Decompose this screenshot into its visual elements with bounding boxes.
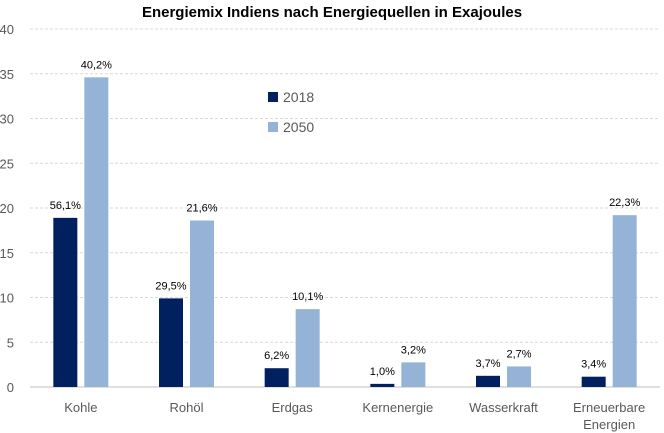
data-label: 3,7% <box>475 358 500 370</box>
x-axis-categories: Kohle Rohöl Erdgas Kernenergie Wasserkraft Er… <box>64 400 645 432</box>
y-tick-label: 40 <box>0 22 14 37</box>
category-label: Kohle <box>64 400 97 415</box>
bar-2050-rohöl <box>190 220 214 387</box>
category-label: Kernenergie <box>362 400 433 415</box>
y-tick-label: 10 <box>0 291 14 306</box>
legend-swatch-2050 <box>268 122 278 132</box>
category-label: Erdgas <box>272 400 314 415</box>
bar-2018-kernenergie <box>370 383 395 387</box>
y-tick-label: 20 <box>0 201 14 216</box>
y-tick-label: 5 <box>7 335 14 350</box>
bar-2018-kohle <box>53 217 78 387</box>
data-label: 56,1% <box>50 200 81 212</box>
y-tick-label: 25 <box>0 156 14 171</box>
data-label: 22,3% <box>609 197 640 209</box>
bar-2018-erneuerbare-energien <box>581 376 606 387</box>
bar-2050-wasserkraft <box>507 366 531 387</box>
category-label: Energien <box>583 417 635 432</box>
y-tick-label: 15 <box>0 246 14 261</box>
data-label: 6,2% <box>264 350 289 362</box>
grid-lines <box>30 28 660 388</box>
bar-2018-erdgas <box>264 368 289 387</box>
bar-2018-rohöl <box>159 298 183 387</box>
bar-2050-kohle <box>84 77 109 387</box>
legend: 2018 2050 <box>268 89 314 135</box>
data-label: 29,5% <box>155 280 186 292</box>
data-label: 2,7% <box>506 348 531 360</box>
legend-swatch-2018 <box>268 92 278 102</box>
y-tick-label: 30 <box>0 112 14 127</box>
category-label: Rohöl <box>170 400 204 415</box>
category-label: Wasserkraft <box>469 400 538 415</box>
data-label: 3,4% <box>581 359 606 371</box>
chart-title: Energiemix Indiens nach Energiequellen i… <box>142 4 522 21</box>
y-tick-label: 0 <box>7 380 14 395</box>
bars <box>53 77 637 387</box>
legend-label: 2018 <box>283 89 314 105</box>
data-label: 3,2% <box>401 344 426 356</box>
y-tick-label: 35 <box>0 67 14 82</box>
bar-2050-erneuerbare-energien <box>612 215 637 387</box>
category-label: Erneuerbare <box>573 400 645 415</box>
data-label: 10,1% <box>292 291 323 303</box>
bar-2050-erdgas <box>295 309 320 387</box>
bar-2018-wasserkraft <box>476 375 500 387</box>
data-label: 40,2% <box>81 59 112 71</box>
data-label: 21,6% <box>186 203 217 215</box>
y-axis-ticks: 0 5 10 15 20 25 30 35 40 <box>0 22 14 395</box>
bar-2050-kernenergie <box>401 362 426 387</box>
legend-label: 2050 <box>283 119 314 135</box>
data-labels: 56,1% 40,2% 29,5% 21,6% 6,2% 10,1% 1,0% 3,2% 3,7… <box>50 59 641 378</box>
data-label: 1,0% <box>370 366 395 378</box>
